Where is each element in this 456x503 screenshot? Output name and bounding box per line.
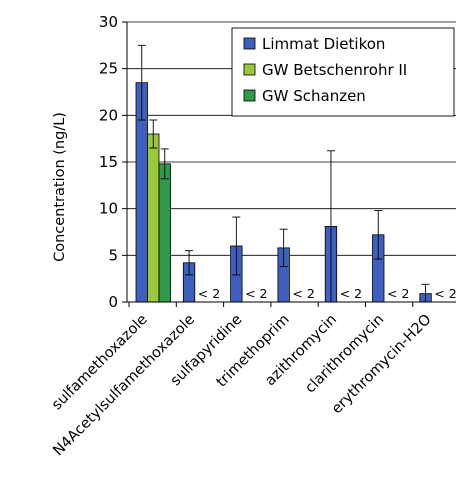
legend-label-3: GW Schanzen xyxy=(262,87,366,105)
y-tick-label-5: 5 xyxy=(108,246,118,264)
axes xyxy=(122,21,456,307)
legend-swatch-3 xyxy=(243,89,256,102)
below-lod-label-6: < 2 xyxy=(387,286,409,301)
legend-swatch-1 xyxy=(243,37,256,50)
legend-box xyxy=(231,27,455,117)
below-lod-label-2: < 2 xyxy=(198,286,220,301)
category-labels: sulfamethoxazoleN4Acetylsulfamethoxazole… xyxy=(49,311,435,459)
y-axis-label: Concentration (ng/L) xyxy=(52,112,68,262)
legend-label-1: Limmat Dietikon xyxy=(262,35,385,53)
bar-3-1 xyxy=(158,163,171,303)
legend-swatch-2 xyxy=(243,63,256,76)
bar-2-1 xyxy=(147,133,160,303)
y-tick-label-0: 0 xyxy=(108,293,118,311)
legend: Limmat Dietikon GW Betschenrohr II GW Scha… xyxy=(231,27,455,117)
below-lod-label-4: < 2 xyxy=(292,286,314,301)
below-lod-label-7: < 2 xyxy=(434,286,456,301)
below-lod-label-5: < 2 xyxy=(340,286,362,301)
below-lod-label-3: < 2 xyxy=(245,286,267,301)
y-tick-label-10: 10 xyxy=(99,200,118,218)
y-tick-label-25: 25 xyxy=(99,60,118,78)
below-detection-labels: < 2 < 2 < 2 < 2 < 2 < 2 xyxy=(198,286,456,301)
y-tick-labels: 0 5 10 15 20 25 30 xyxy=(99,13,118,311)
error-bars xyxy=(137,44,430,302)
y-tick-label-30: 30 xyxy=(99,13,118,31)
y-tick-label-15: 15 xyxy=(99,153,118,171)
y-tick-label-20: 20 xyxy=(99,106,118,124)
legend-label-2: GW Betschenrohr II xyxy=(262,61,407,79)
